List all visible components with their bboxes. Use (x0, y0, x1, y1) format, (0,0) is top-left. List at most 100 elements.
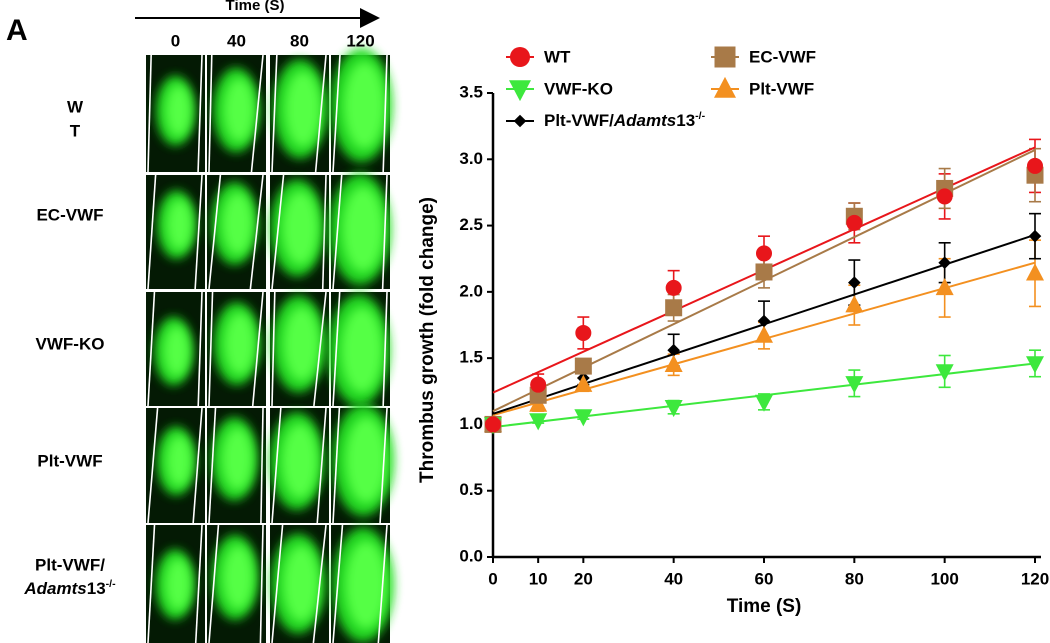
marker (664, 354, 683, 372)
x-tick-label: 0 (488, 569, 497, 588)
vessel-edge (194, 524, 203, 643)
marker (757, 314, 771, 328)
x-tick-label: 100 (930, 569, 958, 588)
legend-marker (714, 46, 736, 68)
y-tick-label: 2.0 (459, 281, 483, 300)
marker (936, 188, 953, 205)
vessel-edge (379, 407, 388, 524)
vessel-edge (147, 291, 156, 407)
thrombus-core (222, 545, 254, 610)
row-label: Plt-VWF (37, 451, 102, 470)
thrombus-core (165, 558, 191, 611)
image-cell (207, 291, 266, 407)
time-label: Time (S) (226, 0, 285, 14)
thrombus-core (281, 423, 318, 499)
vessel-edge (208, 407, 217, 524)
image-cell (146, 407, 205, 524)
marker (485, 416, 501, 433)
thrombus-core (282, 190, 319, 265)
marker (1026, 356, 1044, 374)
image-cell (146, 54, 205, 173)
vessel-edge (147, 174, 157, 290)
marker (574, 374, 593, 392)
thrombus-core (284, 71, 322, 147)
image-cell (270, 54, 329, 173)
y-tick-label: 1.0 (459, 414, 483, 433)
column-label: 0 (171, 31, 180, 50)
marker (935, 364, 954, 382)
x-tick-label: 10 (529, 569, 548, 588)
vessel-edge (332, 291, 341, 407)
markers (484, 157, 1044, 435)
vessel-edge (271, 291, 276, 407)
x-tick-label: 60 (755, 569, 774, 588)
image-cell (331, 403, 394, 524)
image-cell (146, 524, 205, 643)
marker (846, 214, 863, 231)
marker (1027, 157, 1043, 174)
marker (529, 413, 548, 431)
vessel-edge (316, 407, 327, 524)
marker (755, 394, 773, 412)
legend-marker (509, 80, 531, 102)
thrombus-core (342, 186, 384, 272)
vessel-edge (147, 407, 159, 524)
vessel-edge (251, 291, 264, 407)
thrombus-core (345, 540, 387, 629)
marker (574, 357, 592, 375)
row-label: EC-VWF (36, 205, 103, 224)
image-cell (331, 524, 394, 643)
marker (667, 343, 680, 357)
row-label: VWF-KO (36, 334, 105, 353)
legend-label: Plt-VWF (749, 79, 814, 98)
vessel-edge (377, 524, 388, 643)
thrombus-core (341, 307, 383, 393)
thrombus-core (345, 416, 387, 504)
vessel-edge (208, 524, 220, 643)
marker (848, 276, 861, 289)
thrombus-core (163, 325, 190, 377)
vessel-edge (194, 174, 203, 290)
vessel-edge (321, 174, 327, 290)
x-tick-label: 80 (845, 569, 864, 588)
y-tick-label: 0.0 (459, 546, 483, 565)
vessel-edge (197, 291, 203, 407)
row-label: T (70, 121, 81, 140)
y-tick-label: 1.5 (459, 348, 483, 367)
image-cell (328, 291, 390, 407)
chart: 0.0 0.5 1.0 1.5 2.0 2.5 3.0 3.5 0 10 20 40 60 80 100 12… (417, 46, 1049, 617)
column-label: 40 (227, 31, 246, 50)
row-label: Adamts13-/- (23, 578, 116, 599)
vessel-edge (259, 524, 264, 643)
image-cell (146, 174, 205, 290)
panel-label: A (6, 14, 28, 47)
marker (665, 299, 683, 317)
legend-marker (513, 114, 527, 128)
vessel-edge (147, 524, 156, 643)
thrombus-core (222, 192, 253, 255)
image-cell (269, 407, 329, 524)
vessel-edge (381, 174, 388, 290)
thrombus-core (221, 427, 253, 491)
marker (574, 409, 593, 427)
image-cell (207, 54, 266, 173)
marker (530, 376, 547, 393)
y-tick-label: 3.0 (459, 149, 483, 168)
image-cell (270, 291, 329, 407)
image-cell (270, 174, 329, 290)
image-cell (146, 291, 205, 407)
vessel-edge (332, 407, 341, 524)
vessel-edge (271, 407, 282, 524)
x-axis-label: Time (S) (727, 596, 802, 617)
thrombus-core (343, 61, 386, 149)
marker (755, 325, 773, 343)
image-grid (146, 47, 394, 643)
image-cell (207, 524, 266, 643)
thrombus-core (283, 545, 320, 622)
image-cell (207, 407, 266, 524)
legend-label: EC-VWF (749, 47, 816, 66)
vessel-edge (250, 54, 264, 173)
thrombus-core (223, 78, 255, 142)
x-tick-label: 40 (664, 569, 683, 588)
